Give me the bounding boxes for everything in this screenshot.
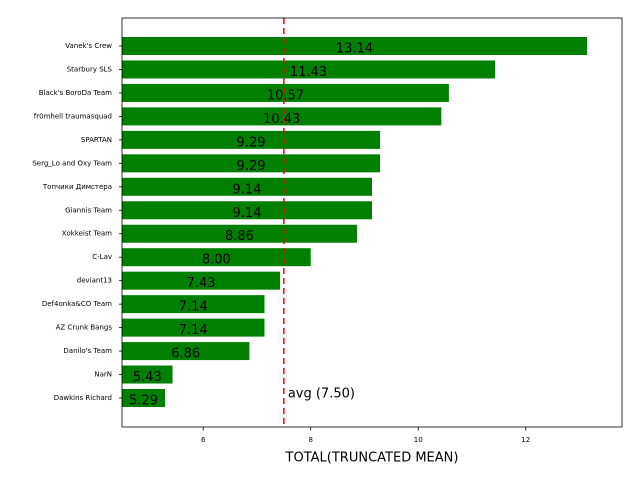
- y-tick-label: AZ Crunk Bangs: [56, 324, 113, 332]
- value-label: 9.29: [237, 159, 266, 174]
- y-tick-label: Топчики Димстера: [42, 183, 112, 191]
- value-label: 11.43: [290, 65, 327, 80]
- bar: [122, 83, 449, 102]
- bar: [122, 201, 372, 220]
- plot-frame: [121, 17, 623, 428]
- y-tick-label: Xokkeist Team: [62, 230, 112, 238]
- y-tick-label: Starbury SLS: [67, 65, 113, 73]
- x-tick-label: 12: [521, 436, 530, 444]
- x-tick-label: 10: [414, 436, 423, 444]
- x-tick-label: 6: [201, 436, 206, 444]
- bar: [122, 177, 372, 196]
- value-label: 8.86: [225, 229, 254, 244]
- value-label: 9.14: [233, 206, 262, 221]
- x-axis-label: TOTAL(TRUNCATED MEAN): [285, 451, 459, 466]
- bar: [122, 342, 250, 361]
- bar: [122, 37, 588, 55]
- bar: [122, 130, 381, 149]
- bar: [122, 154, 381, 173]
- bar: [122, 318, 265, 337]
- bar: [122, 295, 265, 314]
- value-label: 9.29: [237, 135, 266, 150]
- value-label: 5.43: [133, 370, 162, 385]
- y-tick-label: Def4onka&CO Team: [42, 300, 112, 308]
- value-label: 6.86: [171, 347, 200, 362]
- bar: [122, 389, 166, 407]
- value-label: 10.57: [267, 88, 304, 103]
- y-tick-label: NarN: [94, 371, 112, 379]
- bar: [122, 365, 173, 384]
- bar: [122, 107, 442, 126]
- value-label: 10.43: [263, 112, 300, 127]
- bar: [122, 224, 357, 243]
- value-label: 7.14: [179, 300, 208, 315]
- value-label: 5.29: [129, 394, 158, 409]
- y-tick-label: Serg_Lo and Oxy Team: [32, 159, 112, 167]
- avg-label: avg (7.50): [288, 387, 355, 402]
- value-label: 7.14: [179, 323, 208, 338]
- y-tick-label: SPARTAN: [81, 136, 112, 144]
- value-label: 7.43: [187, 276, 216, 291]
- value-label: 8.00: [202, 253, 231, 268]
- y-tick-label: Dawkins Richard: [54, 394, 112, 402]
- x-tick-label: 8: [308, 436, 312, 444]
- value-label: 13.14: [336, 42, 373, 57]
- bar: [122, 271, 281, 290]
- y-tick-label: fr0mhell traumasquad: [34, 112, 112, 120]
- bar: [122, 248, 311, 267]
- y-tick-label: deviant13: [77, 277, 112, 285]
- value-label: 9.14: [233, 182, 262, 197]
- y-tick-label: Giannis Team: [65, 206, 112, 214]
- y-tick-label: C-Lav: [92, 253, 112, 261]
- bar: [122, 60, 496, 79]
- y-tick-label: Black's BoroDa Team: [39, 89, 112, 97]
- y-tick-label: Vanek's Crew: [65, 42, 112, 50]
- y-tick-label: Danilo's Team: [63, 347, 112, 355]
